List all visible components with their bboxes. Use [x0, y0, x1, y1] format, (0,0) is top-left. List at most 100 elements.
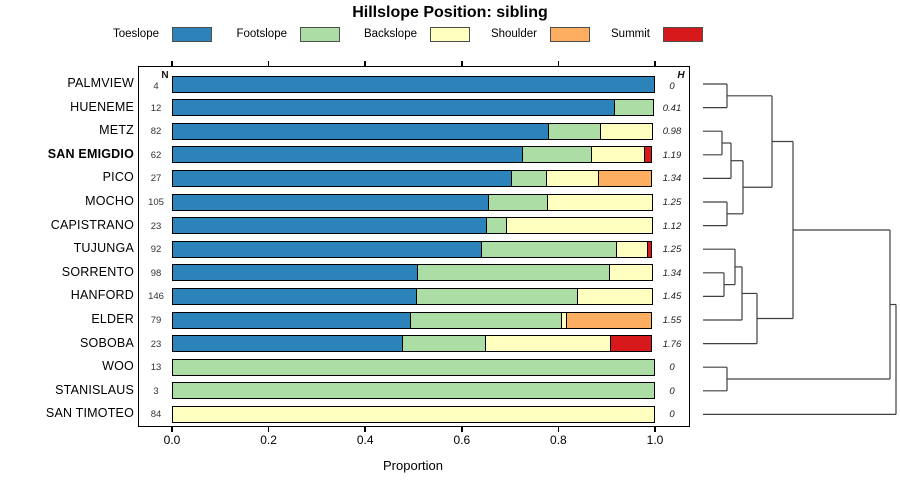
bar-segment-summit	[609, 335, 652, 353]
x-axis-tick-label: 1.0	[646, 433, 664, 447]
h-value: 1.19	[662, 149, 682, 161]
h-value: 1.25	[662, 244, 682, 256]
row-label-san-timoteo: SAN TIMOTEO	[45, 406, 134, 421]
bar-segment-backslope	[577, 287, 653, 305]
n-value: 3	[153, 385, 159, 397]
h-value: 1.34	[662, 267, 682, 279]
h-value: 0	[669, 81, 675, 92]
x-axis-tick-label: 0.4	[356, 433, 374, 447]
n-column-header: N	[161, 70, 169, 81]
row-label-woo: WOO	[102, 359, 134, 374]
h-value: 1.25	[662, 197, 682, 208]
bar-segment-summit	[646, 240, 652, 258]
bar-segment-toeslope	[172, 335, 403, 353]
bar-segment-toeslope	[172, 217, 487, 235]
x-axis-tick	[171, 427, 173, 432]
bar-segment-backslope	[616, 240, 648, 258]
bar-segment-footslope	[488, 193, 549, 211]
legend-swatch-backslope	[430, 27, 470, 42]
bar-segment-footslope	[417, 264, 610, 282]
row-label-stanislaus: STANISLAUS	[55, 382, 134, 397]
bar-segment-backslope	[505, 217, 653, 235]
stacked-bar-stanislaus	[172, 382, 655, 400]
n-value: 79	[150, 315, 162, 326]
h-value: 1.55	[662, 315, 682, 326]
x-axis-tick	[171, 61, 173, 66]
row-label-mocho: MOCHO	[85, 194, 134, 208]
bar-segment-toeslope	[172, 264, 419, 282]
bar-segment-backslope	[484, 335, 611, 353]
bar-segment-toeslope	[172, 169, 513, 187]
bar-segment-footslope	[172, 358, 655, 376]
legend-label: Footslope	[236, 28, 287, 40]
n-value: 105	[148, 197, 164, 208]
bar-segment-toeslope	[172, 240, 482, 258]
legend-label: Shoulder	[490, 28, 537, 40]
bar-segment-toeslope	[172, 193, 490, 211]
bar-segment-backslope	[545, 169, 600, 187]
x-axis-tick-label: 0.8	[550, 433, 567, 447]
stacked-bar-pico	[172, 169, 652, 187]
bar-segment-footslope	[172, 382, 655, 400]
n-value: 98	[150, 267, 162, 279]
stacked-bar-san-timoteo	[172, 405, 655, 423]
n-value: 23	[150, 338, 162, 350]
bar-segment-toeslope	[172, 99, 615, 117]
legend-label: Summit	[611, 28, 650, 40]
plot-frame	[138, 66, 690, 427]
x-axis-tick	[654, 61, 656, 66]
x-axis-tick	[654, 427, 656, 432]
legend-label: Toeslope	[112, 28, 159, 40]
stacked-bar-tujunga	[172, 240, 652, 258]
x-axis-tick	[364, 427, 366, 432]
bar-segment-backslope	[547, 193, 653, 211]
bar-segment-backslope	[599, 122, 653, 140]
n-value: 27	[150, 173, 162, 185]
bar-segment-shoulder	[566, 311, 652, 329]
h-column-header: H	[677, 70, 685, 81]
row-label-metz: METZ	[99, 123, 134, 138]
h-value: 1.45	[662, 291, 682, 303]
bar-segment-toeslope	[172, 311, 411, 329]
n-value: 23	[150, 220, 162, 232]
n-value: 62	[150, 149, 162, 161]
legend-swatch-summit	[663, 27, 703, 42]
n-value: 4	[153, 81, 159, 92]
legend-swatch-footslope	[300, 27, 340, 42]
x-axis-tick-label: 0.6	[453, 433, 471, 447]
stacked-bar-metz	[172, 122, 653, 140]
bar-segment-toeslope	[172, 75, 655, 93]
row-label-tujunga: TUJUNGA	[73, 241, 134, 256]
x-axis-tick-label: 0.2	[260, 433, 277, 447]
stacked-bar-mocho	[172, 193, 653, 211]
row-label-palmview: PALMVIEW	[67, 76, 134, 90]
x-axis-label: Proportion	[383, 458, 443, 473]
row-label-elder: ELDER	[91, 312, 134, 326]
bar-segment-footslope	[415, 287, 579, 305]
x-axis-tick	[267, 61, 270, 66]
h-value: 1.34	[662, 173, 682, 185]
x-axis-tick	[461, 61, 463, 66]
row-label-san-emigdio: SAN EMIGDIO	[47, 146, 134, 161]
bar-segment-toeslope	[172, 146, 523, 164]
bar-segment-summit	[644, 146, 652, 164]
x-axis-tick	[364, 61, 366, 66]
legend-swatch-toeslope	[172, 27, 212, 42]
stacked-bar-sorrento	[172, 264, 653, 282]
legend-swatch-shoulder	[550, 27, 590, 42]
n-value: 82	[150, 126, 162, 138]
n-value: 92	[150, 244, 162, 256]
stacked-bar-palmview	[172, 75, 655, 93]
row-label-hanford: HANFORD	[70, 288, 134, 303]
bar-segment-toeslope	[172, 122, 549, 140]
n-value: 146	[148, 291, 164, 303]
stacked-bar-capistrano	[172, 217, 653, 235]
stacked-bar-hanford	[172, 287, 653, 305]
stacked-bar-soboba	[172, 335, 652, 353]
stacked-bar-hueneme	[172, 99, 654, 117]
h-value: 0.41	[662, 102, 682, 114]
bar-segment-footslope	[613, 99, 654, 117]
n-value: 13	[150, 362, 162, 374]
n-value: 12	[150, 102, 162, 114]
h-value: 1.76	[662, 338, 682, 350]
